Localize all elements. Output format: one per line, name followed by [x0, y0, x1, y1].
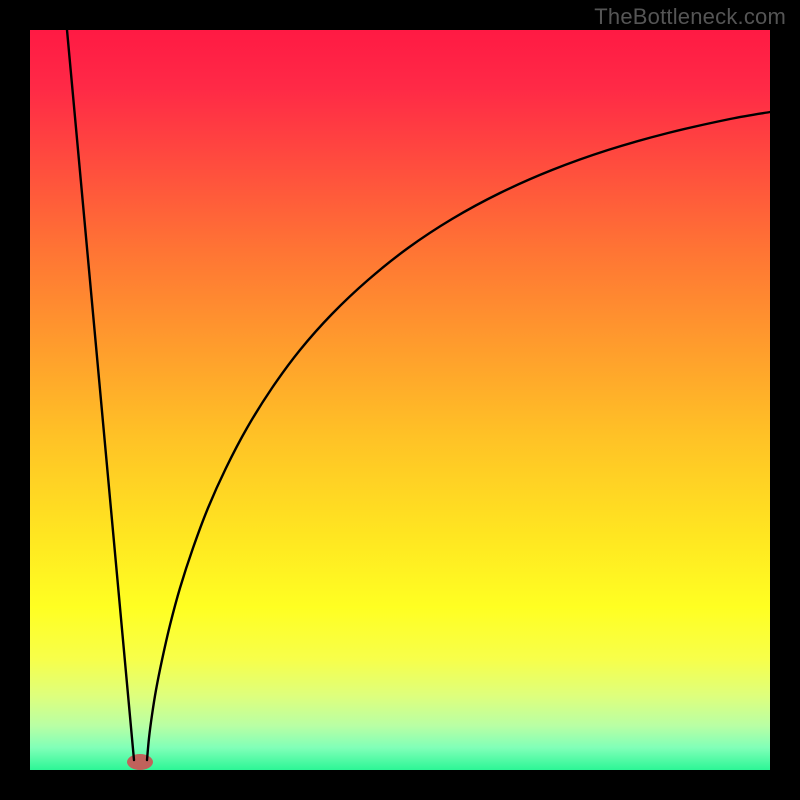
- minimum-marker: [127, 754, 153, 770]
- watermark-text: TheBottleneck.com: [594, 4, 786, 30]
- chart-container: TheBottleneck.com: [0, 0, 800, 800]
- chart-svg: [0, 0, 800, 800]
- plot-area: [30, 30, 770, 770]
